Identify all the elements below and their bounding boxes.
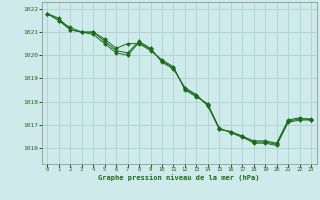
X-axis label: Graphe pression niveau de la mer (hPa): Graphe pression niveau de la mer (hPa): [99, 175, 260, 181]
